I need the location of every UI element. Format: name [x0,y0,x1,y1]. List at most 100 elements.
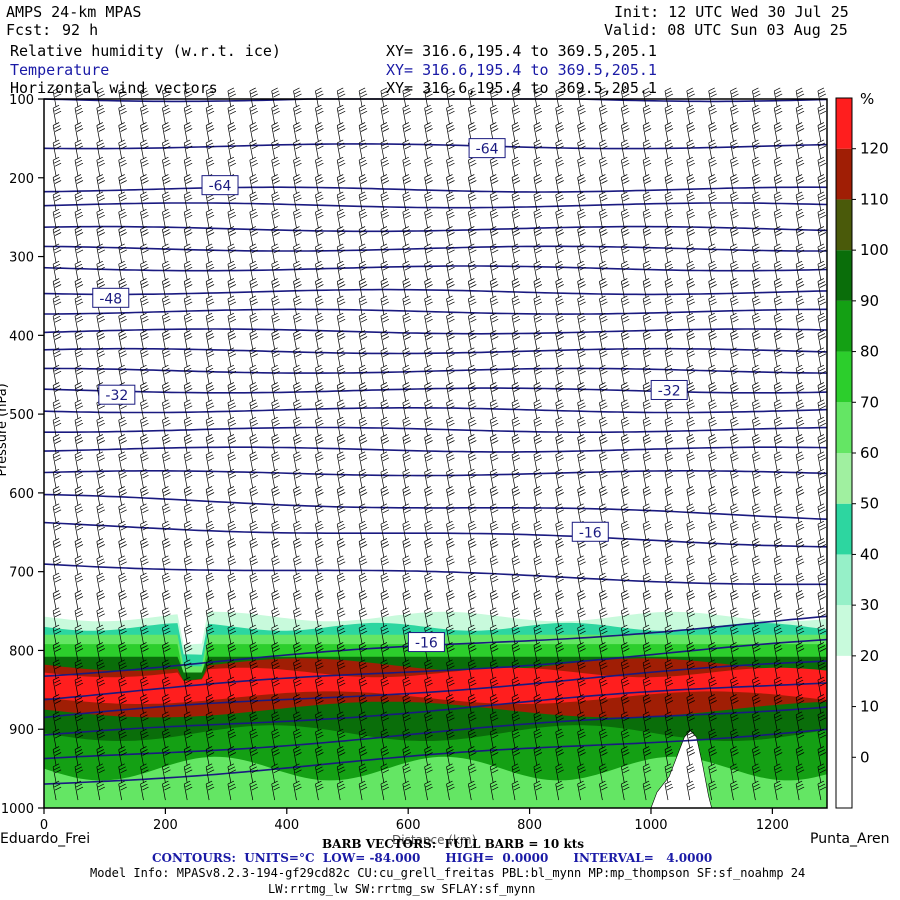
wind-barb [183,330,193,350]
wind-barb [620,676,630,697]
wind-barb [773,312,783,333]
wind-barb [467,330,477,350]
wind-barb [74,468,84,489]
wind-barb [162,728,171,749]
wind-barb [642,330,652,350]
wind-barb [205,347,215,367]
wind-barb [664,191,674,211]
wind-barb [686,243,695,263]
wind-barb [380,520,390,541]
wind-barb [446,694,455,714]
wind-barb [533,87,543,107]
wind-barb [533,312,543,333]
wind-barb [271,607,280,627]
wind-barb [118,347,127,367]
wind-barb [424,226,433,246]
wind-barb [52,590,62,610]
wind-barb [424,87,433,107]
wind-barb [293,416,302,437]
wind-barb [227,208,237,229]
wind-barb [424,139,433,159]
wind-barb [358,226,368,246]
wind-barb [96,590,105,610]
wind-barb [249,330,258,350]
wind-barb [227,624,237,645]
wind-barb [489,590,499,610]
wind-barb [402,780,411,801]
wind-barb [511,295,521,315]
wind-barb [620,780,630,801]
wind-barb [533,347,543,367]
wind-barb [380,676,390,697]
wind-barb [708,330,717,350]
wind-barb [358,659,368,679]
wind-barb [424,763,433,783]
wind-barb [708,226,717,246]
wind-barb [511,87,521,107]
colorbar-tick-label: 60 [860,444,879,462]
wind-barb [642,486,652,506]
wind-barb [467,590,477,610]
wind-barb [424,278,433,298]
wind-barb [773,763,783,783]
wind-barb [118,139,127,159]
wind-barb [315,87,324,107]
wind-barb [380,728,390,749]
wind-barb [162,763,171,783]
wind-barb [183,139,193,159]
wind-barb [205,642,215,662]
wind-barb [511,156,521,177]
wind-barb [730,607,739,627]
wind-barb [380,87,390,107]
wind-barb [708,746,717,766]
wind-barb [271,278,280,298]
wind-barb [74,312,84,333]
wind-barb [599,468,608,489]
wind-barb [686,330,695,350]
wind-barb [577,659,586,679]
wind-barb [205,139,215,159]
wind-barb [118,711,127,731]
wind-barb [773,208,783,229]
wind-barb [315,416,324,437]
wind-barb [140,780,149,801]
wind-barb [162,486,171,506]
wind-barb [642,746,652,766]
colorbar-segment [836,503,852,555]
wind-barb [402,399,411,419]
wind-barb [183,104,193,125]
wind-barb [336,538,346,558]
wind-barb [752,728,761,749]
wind-barb [467,746,477,766]
wind-barb [533,382,543,402]
wind-barb [315,642,324,662]
wind-barb [402,295,411,315]
wind-barb [162,139,171,159]
wind-barb [533,746,543,766]
wind-barb [511,538,521,558]
wind-barb [533,122,543,142]
wind-barb [271,555,280,575]
wind-barb [686,572,695,593]
wind-barb [336,312,346,333]
wind-barb [686,590,695,610]
wind-barb [489,746,499,766]
wind-barb [293,122,302,142]
wind-barb [52,416,62,437]
wind-barb [205,694,215,714]
wind-barb [773,191,783,211]
wind-barb [817,694,827,714]
wind-barb [642,260,652,281]
wind-barb [642,711,652,731]
wind-barb [511,382,521,402]
wind-barb [227,330,237,350]
wind-barb [511,434,521,454]
wind-barb [315,624,324,645]
wind-barb [686,295,695,315]
wind-barb [336,451,346,471]
wind-barb [358,590,368,610]
wind-barb [730,659,739,679]
wind-barb [315,746,324,766]
wind-barb [555,676,564,697]
wind-barb [293,590,302,610]
